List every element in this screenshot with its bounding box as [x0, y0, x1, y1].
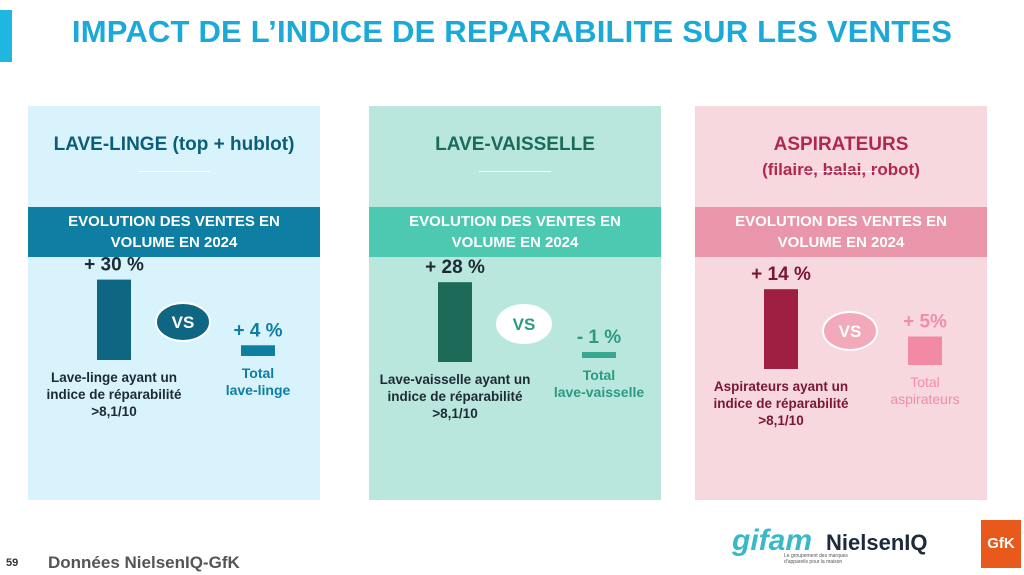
value-label-total: + 4 %	[233, 320, 282, 341]
chart-aspirateurs: + 14 % Aspirateurs ayant un indice de répa…	[713, 264, 959, 428]
title-divider	[138, 171, 210, 172]
value-label-rated: + 30 %	[84, 257, 144, 276]
panel-title: LAVE-LINGE (top + hublot)	[28, 132, 320, 157]
category-label-rated: indice de réparabilité	[46, 387, 182, 402]
metric-band: EVOLUTION DES VENTES EN VOLUME EN 2024	[28, 207, 320, 257]
category-label-total: Total	[242, 365, 274, 381]
nielseniq-logo: NielsenIQ	[826, 530, 928, 555]
vs-badge	[496, 304, 552, 344]
panel-title-text: LAVE-VAISSELLE	[435, 134, 595, 155]
panel-lave-vaisselle: LAVE-VAISSELLE EVOLUTION DES VENTES EN V…	[369, 106, 661, 500]
source-note: Données NielsenIQ-GfK	[48, 553, 240, 572]
vs-label: VS	[513, 315, 536, 334]
metric-band: EVOLUTION DES VENTES EN VOLUME EN 2024	[695, 207, 987, 257]
title-divider	[805, 171, 877, 172]
bar-rated	[97, 279, 131, 360]
bar-total	[582, 352, 616, 358]
panel-aspirateurs: ASPIRATEURS (filaire, balai, robot) EVOL…	[695, 106, 987, 500]
value-label-total: - 1 %	[577, 327, 621, 348]
vs-label: VS	[839, 322, 862, 341]
panel-lave-linge: LAVE-LINGE (top + hublot) EVOLUTION DES …	[28, 106, 320, 500]
panel-title-text: ASPIRATEURS	[773, 134, 909, 155]
gifam-tagline: Le groupement des marques d'appareils po…	[784, 553, 848, 565]
bar-total	[241, 345, 275, 356]
metric-band: EVOLUTION DES VENTES EN VOLUME EN 2024	[369, 207, 661, 257]
value-label-total: + 5%	[903, 312, 947, 333]
title-divider	[479, 171, 551, 172]
category-label-rated: >8,1/10	[91, 404, 136, 419]
panel-subtitle: (filaire, balai, robot)	[762, 160, 920, 179]
category-label-total: lave-vaisselle	[554, 384, 645, 400]
value-label-rated: + 14 %	[751, 264, 811, 285]
page-number: 59	[6, 557, 19, 569]
category-label-rated: >8,1/10	[758, 413, 803, 428]
vs-badge	[155, 302, 211, 342]
category-label-total: Total	[910, 374, 940, 390]
panel-title: LAVE-VAISSELLE	[369, 132, 661, 157]
category-label-rated: Lave-linge ayant un	[51, 370, 177, 385]
band-line-1: EVOLUTION DES VENTES EN	[409, 213, 621, 230]
title-accent-bar	[0, 10, 12, 62]
chart-lave-vaisselle: + 28 % Lave-vaisselle ayant un indice de r…	[380, 257, 645, 421]
value-label-rated: + 28 %	[425, 257, 485, 278]
panel-title-text: LAVE-LINGE (top + hublot)	[53, 134, 295, 155]
category-label-rated: indice de réparabilité	[713, 396, 849, 411]
category-label-rated: Lave-vaisselle ayant un	[380, 372, 531, 387]
category-label-rated: indice de réparabilité	[387, 389, 523, 404]
band-line-2: VOLUME EN 2024	[777, 234, 905, 251]
category-label-rated: >8,1/10	[432, 406, 477, 421]
bar-rated	[764, 289, 798, 369]
band-line-2: VOLUME EN 2024	[110, 234, 238, 251]
band-line-2: VOLUME EN 2024	[451, 234, 579, 251]
category-label-total: lave-linge	[226, 382, 291, 398]
vs-badge	[822, 311, 878, 351]
panel-title: ASPIRATEURS (filaire, balai, robot)	[695, 132, 987, 182]
category-label-total: Total	[583, 367, 615, 383]
band-line-1: EVOLUTION DES VENTES EN	[735, 213, 947, 230]
page-title: IMPACT DE L’INDICE DE REPARABILITE SUR L…	[71, 14, 953, 49]
gfk-logo: GfK	[981, 520, 1021, 568]
bar-rated	[438, 282, 472, 362]
vs-label: VS	[172, 313, 195, 332]
logo-strip: gifam Le groupement des marques d'appare…	[724, 520, 1024, 575]
category-label-rated: Aspirateurs ayant un	[714, 379, 848, 394]
category-label-total: aspirateurs	[890, 391, 959, 407]
gifam-logo: gifam	[732, 524, 813, 557]
chart-lave-linge: + 30 % Lave-linge ayant un indice de répar…	[46, 257, 291, 419]
band-line-1: EVOLUTION DES VENTES EN	[68, 213, 280, 230]
bar-total	[908, 336, 942, 365]
